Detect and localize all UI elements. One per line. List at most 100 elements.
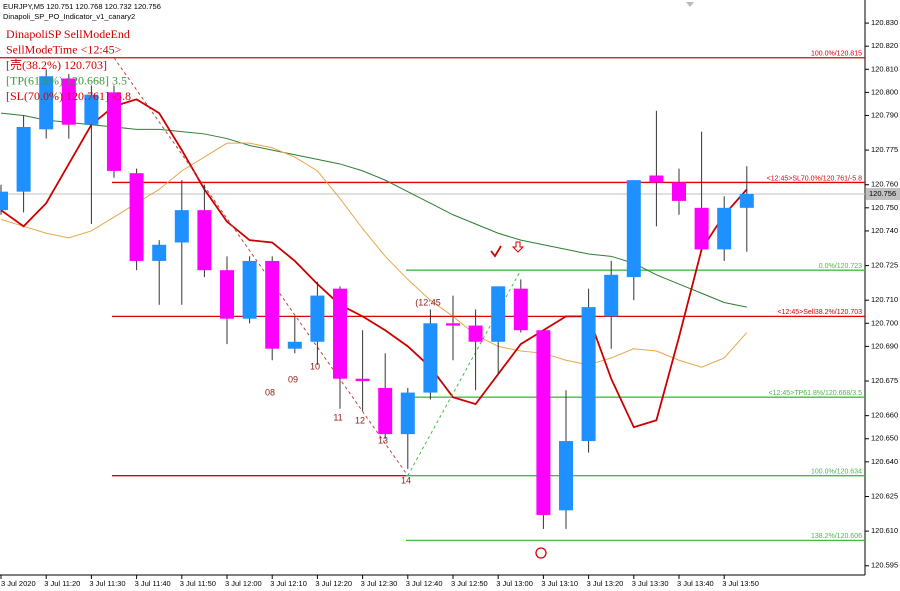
- x-tick-label: 3 Jul 13:00: [496, 579, 533, 588]
- info-line: [SL(70.0%) 120.761] -5.8: [6, 89, 131, 103]
- level-label: <12:45>SL70.0%/120.761/-5.8: [767, 175, 862, 182]
- candle-body: [355, 378, 370, 382]
- level-label: <12:45>Sell38.2%/120.703: [778, 309, 863, 316]
- candle-body: [672, 182, 686, 201]
- y-tick-label: 120.790: [871, 110, 898, 119]
- y-tick-label: 120.750: [871, 203, 898, 212]
- wave-label: 13: [378, 435, 388, 445]
- x-tick-label: 3 Jul 2020: [1, 579, 36, 588]
- y-tick-label: 120.675: [871, 376, 898, 385]
- y-tick-label: 120.740: [871, 226, 898, 235]
- candle-body: [265, 260, 280, 349]
- candle-body: [0, 191, 8, 211]
- candle-body: [174, 210, 189, 243]
- check-icon: [490, 245, 502, 258]
- candle-body: [513, 288, 528, 331]
- candle-body: [649, 175, 664, 183]
- level-label: 100.0%/120.815: [811, 51, 862, 58]
- indicator-name: Dinapoli_SP_PO_Indicator_v1_canary2: [3, 12, 135, 21]
- y-tick-label: 120.650: [871, 434, 898, 443]
- candle-body: [468, 325, 483, 342]
- candle-body: [16, 127, 31, 192]
- ma-line: [0, 98, 748, 429]
- y-tick-label: 120.725: [871, 261, 898, 270]
- y-tick-label: 120.810: [871, 64, 898, 73]
- x-tick-label: 3 Jul 12:20: [315, 579, 352, 588]
- plot: 100.0%/120.815 <12:45>SL70.0%/120.761/-5.…: [0, 51, 865, 559]
- wave-label: 08: [265, 387, 275, 397]
- candle-body: [559, 441, 573, 511]
- candle-body: [717, 207, 732, 250]
- y-tick-label: 120.820: [871, 41, 898, 50]
- candle-body: [536, 330, 551, 515]
- candle-body: [39, 76, 54, 130]
- y-tick-label: 120.710: [871, 295, 898, 304]
- wave-marker: (12:45: [415, 297, 441, 307]
- candle-body: [491, 286, 506, 342]
- x-tick-label: 3 Jul 13:50: [722, 579, 759, 588]
- candle-body: [84, 94, 99, 125]
- level-label: 100.0%/120.634: [811, 469, 862, 476]
- y-tick-label: 120.700: [871, 318, 898, 327]
- x-tick-label: 3 Jul 13:10: [541, 579, 578, 588]
- y-tick-label: 120.640: [871, 457, 898, 466]
- wave-label: 11: [333, 412, 342, 422]
- candle-body: [581, 307, 596, 442]
- arrow-icon: [511, 241, 525, 253]
- x-tick-label: 3 Jul 11:40: [135, 579, 171, 588]
- wave-label: 12: [355, 415, 365, 425]
- ma-line: [0, 142, 748, 368]
- candle-body: [129, 173, 144, 261]
- x-tick-label: 3 Jul 11:50: [180, 579, 216, 588]
- candle-body: [220, 270, 234, 319]
- candle-body: [446, 323, 460, 326]
- x-tick-label: 3 Jul 13:40: [677, 579, 714, 588]
- candle-body: [197, 210, 212, 271]
- level-label: 0.0%/120.723: [819, 263, 862, 270]
- x-tick-label: 3 Jul 12:10: [270, 579, 307, 588]
- y-tick-label: 120.800: [871, 87, 898, 96]
- x-tick-label: 3 Jul 12:50: [451, 579, 488, 588]
- x-tick-label: 3 Jul 13:20: [587, 579, 624, 588]
- x-tick-label: 3 Jul 11:20: [44, 579, 80, 588]
- y-tick-label: 120.760: [871, 180, 898, 189]
- candle-body: [626, 180, 641, 278]
- candle-body: [604, 274, 619, 317]
- candle-body: [333, 288, 347, 379]
- candle-body: [423, 323, 438, 393]
- info-line: [TP(61.8%) 120.668] 3.5: [6, 73, 127, 87]
- x-tick-label: 3 Jul 12:40: [406, 579, 443, 588]
- zigzag: [113, 57, 409, 476]
- y-tick-label: 120.830: [871, 18, 898, 27]
- y-tick-label: 120.610: [871, 526, 898, 535]
- signal-circle: [535, 547, 547, 559]
- candle-body: [378, 387, 393, 435]
- x-tick-label: 3 Jul 13:30: [632, 579, 669, 588]
- ma-line: [0, 112, 747, 308]
- candle-body: [107, 92, 121, 171]
- level-label: <12:45>TP61.8%/120.668/3.5: [769, 390, 863, 397]
- x-tick-label: 3 Jul 12:00: [225, 579, 262, 588]
- candle-body: [739, 193, 754, 208]
- last-price-tag: [866, 187, 900, 200]
- x-tick-label: 3 Jul 11:30: [89, 579, 125, 588]
- x-tick-label: 3 Jul 12:30: [361, 579, 398, 588]
- candle-body: [400, 392, 415, 435]
- candle-body: [152, 244, 167, 261]
- candle-body: [694, 207, 709, 250]
- last-price-label: 120.756: [869, 189, 896, 198]
- wave-label: 09: [288, 374, 298, 384]
- y-tick-label: 120.625: [871, 491, 898, 500]
- candle-body: [61, 78, 76, 125]
- y-tick-label: 120.660: [871, 411, 898, 420]
- candle-body: [287, 341, 302, 349]
- candle-body: [242, 260, 257, 319]
- info-line: [売(38.2%) 120.703]: [6, 57, 107, 72]
- y-tick-label: 120.595: [871, 561, 898, 570]
- info-line: SellModeTime <12:45>: [6, 42, 122, 56]
- y-tick-label: 120.690: [871, 341, 898, 350]
- info-line: DinapoliSP SellModeEnd: [6, 27, 130, 41]
- y-tick-label: 120.775: [871, 145, 898, 154]
